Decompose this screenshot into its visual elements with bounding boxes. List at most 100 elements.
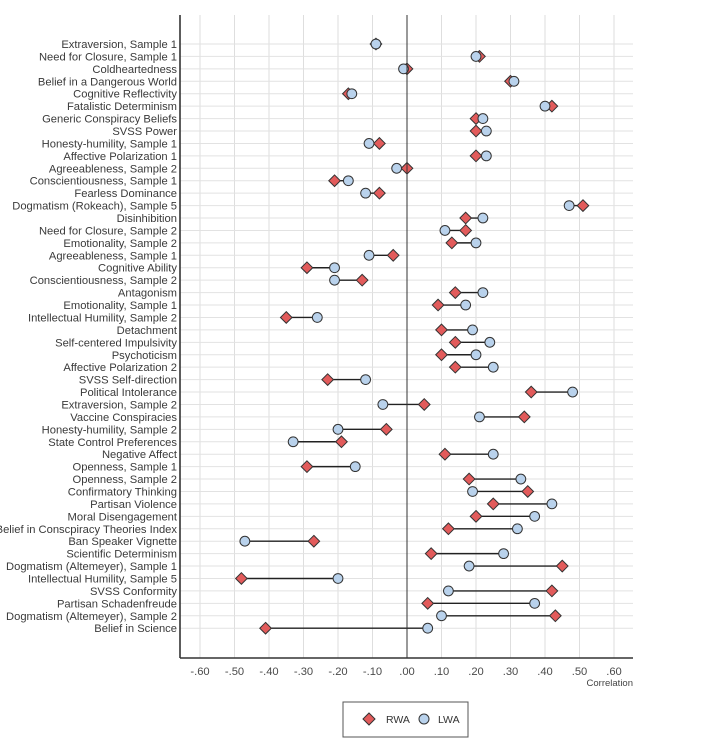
y-category-label: Fearless Dominance (74, 188, 177, 200)
x-tick-label: .40 (537, 666, 553, 678)
x-tick-label: .10 (434, 666, 450, 678)
lwa-circle-marker (477, 212, 489, 224)
lwa-circle-marker (422, 622, 434, 634)
x-tick-label: .30 (503, 666, 519, 678)
lwa-circle-marker (311, 312, 323, 323)
lwa-circle-marker (239, 535, 251, 547)
rwa-diamond-marker (548, 609, 562, 623)
circle-marker-icon (418, 713, 430, 725)
y-category-label: Extraversion, Sample 2 (61, 399, 177, 411)
y-category-label: Need for Closure, Sample 1 (39, 51, 177, 63)
lwa-circle-marker (470, 349, 482, 361)
y-category-label: Detachment (117, 325, 178, 337)
y-category-label: Dogmatism (Rokeach), Sample 5 (12, 201, 177, 213)
rwa-diamond-marker (300, 460, 314, 474)
lwa-circle-marker (477, 113, 489, 124)
lwa-circle-marker (470, 237, 482, 249)
y-category-label: Coldheartedness (92, 64, 177, 76)
x-tick-label: .00 (399, 666, 415, 678)
y-category-label: Political Intolerance (80, 387, 177, 399)
lwa-circle-marker (480, 125, 492, 137)
lwa-circle-marker (512, 523, 523, 535)
y-category-label: Agreeableness, Sample 1 (49, 250, 177, 262)
lwa-circle-marker (287, 436, 299, 448)
lwa-circle-marker (546, 498, 558, 510)
lwa-circle-marker (329, 274, 340, 286)
rwa-diamond-marker (379, 422, 393, 436)
y-category-label: Conscientiousness, Sample 1 (30, 176, 177, 188)
x-tick-label: .50 (572, 666, 588, 678)
y-category-label: Emotionality, Sample 1 (63, 300, 177, 312)
x-tick-label: .20 (468, 666, 484, 678)
lwa-circle-marker (332, 423, 344, 435)
lwa-circle-marker (363, 138, 375, 149)
y-category-label: Scientific Determinism (66, 549, 177, 561)
x-axis-title: Correlation (587, 678, 633, 689)
rwa-diamond-marker (307, 534, 321, 548)
x-tick-label: .60 (606, 666, 622, 678)
y-category-label: Emotionality, Sample 2 (63, 238, 177, 250)
lwa-circle-marker (480, 150, 492, 162)
lwa-circle-marker (484, 336, 496, 348)
lwa-circle-marker (439, 225, 451, 236)
y-category-label: Openness, Sample 1 (73, 462, 177, 474)
y-category-label: Belief in Science (94, 623, 177, 635)
rwa-diamond-marker (355, 273, 369, 287)
lwa-circle-marker (470, 51, 482, 62)
lwa-circle-marker (498, 548, 510, 560)
rwa-diamond-marker (469, 509, 483, 523)
y-category-label: Vaccine Conspiracies (70, 412, 177, 424)
lwa-circle-marker (508, 75, 520, 87)
y-category-label: Belief in Conscpiracy Theories Index (0, 524, 177, 536)
y-category-label: SVSS Self-direction (79, 375, 177, 387)
lwa-circle-marker (567, 386, 578, 398)
lwa-circle-marker (460, 299, 472, 311)
rwa-diamond-marker (576, 199, 590, 213)
lwa-circle-marker (443, 585, 454, 597)
rwa-diamond-marker (300, 261, 314, 275)
y-category-label: Honesty-humility, Sample 1 (42, 138, 177, 150)
lwa-circle-marker (360, 374, 372, 386)
y-category-label: Intellectual Humility, Sample 5 (28, 573, 177, 585)
rwa-diamond-marker (259, 621, 273, 635)
y-category-label: Psychoticism (112, 350, 177, 362)
rwa-diamond-marker (459, 223, 473, 237)
y-category-label: Agreeableness, Sample 2 (49, 163, 177, 175)
y-category-label: Dogmatism (Altemeyer), Sample 1 (6, 561, 177, 573)
lwa-circle-marker (398, 63, 409, 75)
lwa-circle-marker (474, 411, 485, 423)
y-category-label: Antagonism (118, 288, 177, 300)
rwa-diamond-marker (486, 497, 500, 511)
y-category-label: Dogmatism (Altemeyer), Sample 2 (6, 611, 177, 623)
lwa-circle-marker (346, 88, 358, 100)
rwa-diamond-marker (441, 522, 455, 536)
lwa-circle-marker (515, 473, 527, 485)
rwa-diamond-marker (459, 211, 473, 225)
rwa-diamond-marker (448, 286, 462, 300)
legend: RWA LWA (342, 701, 469, 738)
lwa-circle-marker (467, 486, 478, 497)
y-category-label: Partisan Violence (90, 499, 177, 511)
x-tick-label: -.60 (190, 666, 209, 678)
rwa-diamond-marker (434, 348, 449, 362)
data-markers (234, 37, 590, 635)
legend-label-lwa: LWA (438, 714, 460, 726)
rwa-diamond-marker (421, 596, 435, 610)
y-category-label: Openness, Sample 2 (73, 474, 177, 486)
legend-label-rwa: RWA (386, 714, 410, 726)
rwa-diamond-marker (462, 472, 476, 486)
y-category-label: Belief in a Dangerous World (38, 76, 177, 88)
y-category-label: Negative Affect (102, 449, 178, 461)
rwa-diamond-marker (417, 397, 431, 411)
lwa-circle-marker (529, 597, 541, 609)
rwa-diamond-marker (448, 335, 462, 349)
lwa-circle-marker (487, 361, 499, 373)
rwa-diamond-marker (545, 584, 559, 598)
rwa-diamond-marker (321, 373, 335, 387)
rwa-diamond-marker (234, 571, 248, 585)
rwa-diamond-marker (334, 435, 348, 449)
x-axis-tick-labels: -.60 -.50 -.40 -.30 -.20 -.10 .00 .10 .20 .30 .40.… (190, 666, 621, 678)
rwa-diamond-marker (424, 547, 438, 561)
connector-lines (241, 55, 583, 629)
